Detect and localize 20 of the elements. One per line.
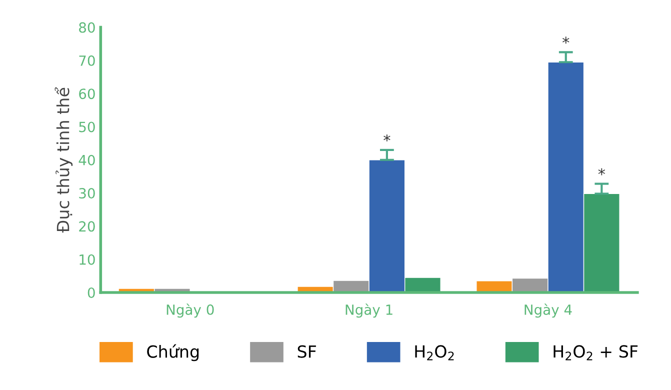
annotation: *	[562, 36, 570, 44]
x-tick-label: Ngày 1	[346, 304, 392, 318]
legend-label: H$_{2}$O$_{2}$	[415, 345, 454, 360]
y-tick-label: 40	[78, 154, 95, 166]
y-tick-label: 30	[79, 188, 95, 199]
x-tick-label: Ngày 4	[524, 304, 572, 318]
x-tick-label: Ngày 0	[166, 304, 214, 318]
y-tick-label: 70	[79, 55, 95, 66]
y-tick-label: 60	[79, 88, 95, 100]
y-tick-label: 50	[79, 122, 95, 132]
y-tick-label: 10	[80, 254, 95, 265]
y-tick-label: 80	[79, 22, 95, 33]
legend-label: Chứng	[147, 344, 199, 362]
y-tick-label: 20	[79, 221, 95, 232]
legend-label: SF	[298, 345, 316, 358]
y-tick-label: 0	[88, 287, 95, 298]
annotation: *	[384, 134, 390, 142]
legend-label: H$_{2}$O$_{2}$ + SF	[554, 345, 638, 360]
annotation: *	[598, 168, 606, 176]
y-axis-title: Đục thủy tinh thể	[54, 87, 73, 233]
